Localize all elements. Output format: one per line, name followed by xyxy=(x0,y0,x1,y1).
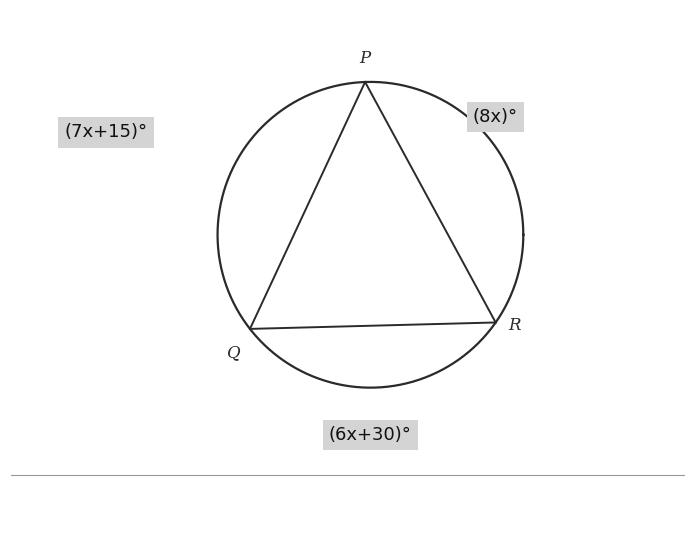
Text: (8x)°: (8x)° xyxy=(473,108,518,126)
Text: P: P xyxy=(359,50,370,67)
Text: (7x+15)°: (7x+15)° xyxy=(65,123,148,141)
Text: Q: Q xyxy=(227,344,240,361)
Text: (6x+30)°: (6x+30)° xyxy=(329,426,412,444)
Text: R: R xyxy=(508,317,521,334)
